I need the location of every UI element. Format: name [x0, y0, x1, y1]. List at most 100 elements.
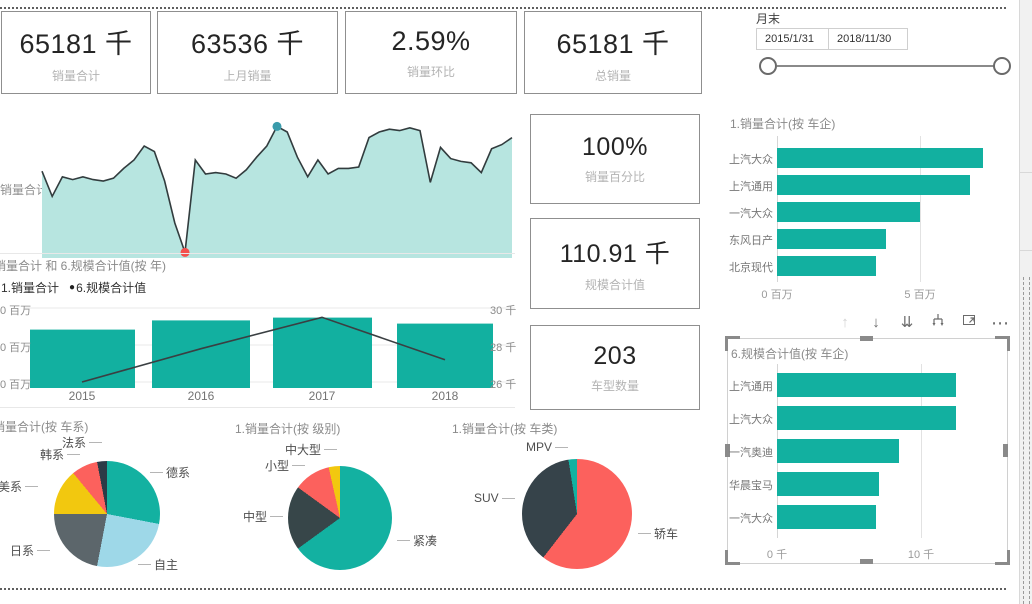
leader-line: [150, 472, 163, 473]
leader-line: [292, 465, 306, 466]
area-fill[interactable]: [42, 126, 512, 259]
pie-label-text: 美系: [0, 480, 23, 494]
focus-mode-icon[interactable]: [960, 312, 978, 333]
pie-label-韩系: 韩系: [40, 446, 81, 463]
pie-chart-by-type[interactable]: 1.销量合计(按 车类) 轿车 SUV MPV: [450, 418, 712, 594]
bar-category-label: 华晨宝马: [729, 480, 773, 492]
bar-category-label: 上汽通用: [729, 381, 773, 393]
drill-down-icon[interactable]: ↓: [872, 313, 880, 331]
pie-label-小型: 小型: [265, 457, 306, 474]
resize-handle-top-right[interactable]: [995, 336, 1010, 351]
page-border-bottom: [0, 588, 1006, 590]
resize-handle-left[interactable]: [725, 444, 730, 457]
go-to-next-level-icon[interactable]: ⇊: [900, 313, 914, 331]
max-point-dot[interactable]: [272, 121, 282, 131]
bar-category-label: 一汽奥迪: [729, 447, 773, 459]
combo-bar-2017[interactable]: [273, 317, 372, 388]
bar-一汽大众[interactable]: [777, 505, 876, 529]
pie-chart-title: 1.销量合计(按 车类): [452, 422, 558, 436]
bar-chart-sales-by-company[interactable]: 1.销量合计(按 车企) 上汽大众 上汽通用 一汽大众 东风日产 北京现代 0 百万 5 百…: [727, 110, 1007, 305]
kpi-card-sales-percent[interactable]: 100% 销量百分比: [530, 114, 700, 204]
kpi-card-last-month[interactable]: 63536 千 上月销量: [157, 11, 338, 94]
bar-category-label: 上汽大众: [729, 154, 773, 166]
combo-line[interactable]: [81, 316, 446, 383]
slicer-start-date-input[interactable]: 2015/1/31: [756, 28, 830, 50]
x-tick: 5 百万: [904, 289, 936, 301]
combo-bar-2015[interactable]: [30, 329, 135, 388]
bar-华晨宝马[interactable]: [777, 472, 879, 496]
pane-divider: [1019, 172, 1032, 173]
drill-up-icon[interactable]: ↑: [841, 313, 849, 331]
pie-1[interactable]: [288, 466, 392, 570]
pie-label-text: 韩系: [40, 448, 65, 462]
legend-item-scale[interactable]: 6.规模合计值: [76, 281, 147, 295]
pie-label-text: 小型: [265, 459, 290, 473]
leader-line: [638, 533, 651, 534]
combo-bar-2016[interactable]: [152, 320, 250, 388]
kpi-card-scale-total[interactable]: 110.91 千 规模合计值: [530, 218, 700, 309]
pie-0[interactable]: [54, 461, 160, 567]
legend-item-sales[interactable]: 1.销量合计: [1, 281, 60, 295]
bar-一汽大众[interactable]: [777, 202, 920, 222]
combo-right-axis-label: 28 千: [490, 342, 517, 354]
pie-label-德系: 德系: [150, 464, 190, 481]
combo-left-axis-label: 0 百万: [0, 342, 32, 354]
resize-handle-bottom-right[interactable]: [995, 550, 1010, 565]
pie-label-text: 德系: [166, 466, 191, 480]
gridline: [920, 136, 921, 282]
bar-上汽大众[interactable]: [777, 406, 956, 430]
resize-handle-bottom[interactable]: [860, 559, 873, 564]
pane-divider: [1019, 250, 1032, 251]
pie-chart-by-series[interactable]: 销量合计(按 车系) 德系 自主 日系 美系 韩系 法系: [0, 418, 232, 594]
kpi-value: 203: [593, 341, 637, 370]
kpi-label: 车型数量: [590, 378, 639, 393]
gridline: [921, 364, 922, 538]
bar-上汽通用[interactable]: [777, 373, 956, 397]
x-tick: 10 千: [907, 549, 935, 561]
pie-label-text: 中型: [243, 510, 268, 524]
more-options-icon[interactable]: ⋯: [991, 312, 1009, 333]
kpi-value: 110.91 千: [559, 240, 671, 268]
kpi-card-grand-total[interactable]: 65181 千 总销量: [524, 11, 702, 94]
resize-handle-bottom-left[interactable]: [725, 550, 740, 565]
leader-line: [555, 446, 569, 448]
right-pane-strip: [1019, 0, 1032, 604]
visual-drill-toolbar: ↑ ↓ ⇊ ⋯: [836, 312, 1009, 333]
bar-东风日产[interactable]: [777, 229, 886, 249]
combo-left-axis-label: 0 百万: [0, 379, 32, 391]
area-chart[interactable]: [0, 98, 515, 262]
kpi-label: 上月销量: [223, 68, 272, 83]
x-tick: 0 千: [766, 549, 788, 561]
pie-label-text: MPV: [526, 440, 553, 454]
expand-all-down-icon[interactable]: [929, 312, 947, 333]
resize-handle-top[interactable]: [860, 336, 873, 341]
slider-handle-end[interactable]: [993, 57, 1011, 75]
pie-chart-by-class[interactable]: 1.销量合计(按 级别) 紧凑 中型 小型 中大型: [235, 418, 449, 594]
offscreen-selection-edge: [1029, 277, 1030, 604]
resize-handle-top-left[interactable]: [725, 336, 740, 351]
bar-上汽大众[interactable]: [777, 148, 983, 168]
combo-bar-2018[interactable]: [397, 323, 493, 388]
kpi-label: 总销量: [594, 68, 631, 83]
min-point-dot[interactable]: [180, 247, 190, 257]
kpi-value: 63536 千: [190, 28, 305, 59]
slider-handle-start[interactable]: [759, 57, 777, 75]
bar-chart-scale-by-company[interactable]: 6.规模合计值(按 车企) 上汽通用 上汽大众 一汽奥迪 华晨宝马 一汽大众 0 千 10 …: [727, 340, 1007, 561]
combo-right-axis-label: 26 千: [490, 379, 517, 391]
resize-handle-right[interactable]: [1003, 444, 1008, 457]
leader-line: [25, 486, 39, 487]
bar-一汽奥迪[interactable]: [777, 439, 899, 463]
kpi-label: 销量百分比: [584, 170, 645, 184]
kpi-label: 销量环比: [406, 64, 455, 79]
kpi-card-sales-total[interactable]: 65181 千 销量合计: [1, 11, 151, 94]
kpi-card-model-count[interactable]: 203 车型数量: [530, 325, 700, 410]
combo-chart[interactable]: [0, 255, 515, 405]
offscreen-selection-edge: [1023, 277, 1024, 604]
kpi-card-mom-ratio[interactable]: 2.59% 销量环比: [345, 11, 517, 94]
bar-上汽通用[interactable]: [777, 175, 970, 195]
page-border-top: [0, 7, 1006, 9]
slicer-end-date-input[interactable]: 2018/11/30: [828, 28, 908, 50]
leader-line: [138, 564, 151, 565]
bar-北京现代[interactable]: [777, 256, 876, 276]
pie-2[interactable]: [522, 459, 632, 569]
